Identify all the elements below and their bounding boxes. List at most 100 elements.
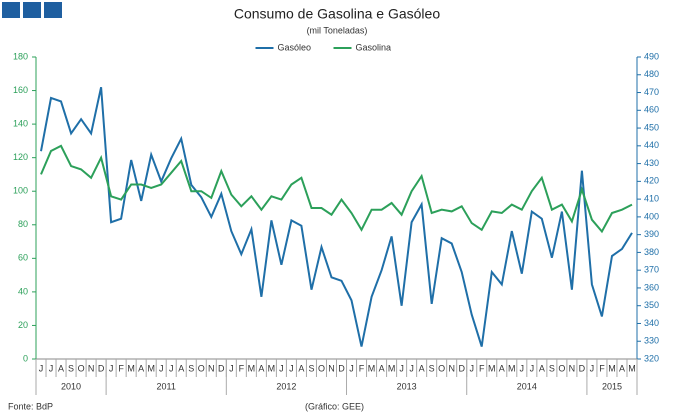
x-tick-label: J (590, 363, 595, 373)
y2-tick-label: 490 (644, 51, 659, 61)
x-tick-label: F (239, 363, 245, 373)
y2-tick-label: 390 (644, 229, 659, 239)
legend-label: Gasóleo (278, 42, 312, 52)
x-tick-label: S (188, 363, 194, 373)
y2-tick-label: 410 (644, 193, 659, 203)
y2-tick-label: 380 (644, 247, 659, 257)
x-tick-label: J (399, 363, 404, 373)
x-tick-label: O (78, 363, 85, 373)
legend-label: Gasolina (356, 42, 392, 52)
x-tick-label: A (379, 363, 385, 373)
x-tick-label: A (539, 363, 545, 373)
y2-tick-label: 420 (644, 176, 659, 186)
y2-tick-label: 450 (644, 122, 659, 132)
x-tick-label: D (579, 363, 586, 373)
year-label: 2010 (61, 381, 81, 391)
x-tick-label: S (429, 363, 435, 373)
x-tick-label: A (138, 363, 144, 373)
year-label: 2013 (397, 381, 417, 391)
x-tick-label: N (88, 363, 95, 373)
x-tick-label: F (479, 363, 485, 373)
x-tick-label: J (349, 363, 354, 373)
y-tick-label: 180 (13, 51, 28, 61)
chart-subtitle: (mil Toneladas) (307, 25, 368, 35)
x-tick-label: A (58, 363, 64, 373)
x-tick-label: J (279, 363, 284, 373)
y2-tick-label: 460 (644, 105, 659, 115)
x-tick-label: J (159, 363, 164, 373)
x-tick-label: S (68, 363, 74, 373)
y-tick-label: 100 (13, 186, 28, 196)
y2-tick-label: 470 (644, 87, 659, 97)
logo-block (44, 2, 62, 18)
x-tick-label: D (218, 363, 225, 373)
y-tick-label: 160 (13, 85, 28, 95)
x-tick-label: D (458, 363, 465, 373)
y2-tick-label: 350 (644, 300, 659, 310)
x-tick-label: J (289, 363, 294, 373)
x-tick-label: M (508, 363, 516, 373)
x-tick-label: J (229, 363, 234, 373)
x-tick-label: O (318, 363, 325, 373)
y-tick-label: 80 (18, 219, 28, 229)
x-tick-label: J (109, 363, 114, 373)
x-tick-label: N (448, 363, 455, 373)
y-tick-label: 0 (23, 353, 28, 363)
x-tick-label: A (619, 363, 625, 373)
logo-block (2, 2, 20, 18)
y2-tick-label: 330 (644, 336, 659, 346)
x-tick-label: M (388, 363, 396, 373)
x-tick-label: M (147, 363, 155, 373)
source: Fonte: BdP (8, 401, 53, 411)
x-tick-label: N (328, 363, 335, 373)
x-tick-label: A (419, 363, 425, 373)
x-tick-label: M (268, 363, 276, 373)
x-tick-label: N (208, 363, 215, 373)
x-tick-label: O (438, 363, 445, 373)
x-tick-label: D (338, 363, 345, 373)
y-tick-label: 20 (18, 320, 28, 330)
y-tick-label: 140 (13, 118, 28, 128)
y2-tick-label: 400 (644, 211, 659, 221)
y-tick-label: 120 (13, 152, 28, 162)
year-label: 2015 (602, 381, 622, 391)
x-tick-label: J (49, 363, 54, 373)
year-label: 2014 (517, 381, 537, 391)
x-tick-label: J (469, 363, 474, 373)
x-tick-label: J (39, 363, 44, 373)
x-tick-label: J (530, 363, 535, 373)
logo-block (23, 2, 41, 18)
year-label: 2012 (276, 381, 296, 391)
x-tick-label: S (549, 363, 555, 373)
chart-title: Consumo de Gasolina e Gasóleo (234, 6, 440, 22)
series-line (40, 144, 633, 234)
x-tick-label: J (520, 363, 525, 373)
x-tick-label: J (169, 363, 174, 373)
x-tick-label: F (118, 363, 124, 373)
series-line (40, 86, 633, 347)
y2-tick-label: 360 (644, 282, 659, 292)
x-tick-label: M (127, 363, 135, 373)
x-tick-label: A (499, 363, 505, 373)
x-tick-label: O (198, 363, 205, 373)
x-tick-label: N (569, 363, 576, 373)
x-tick-label: A (298, 363, 304, 373)
x-tick-label: F (599, 363, 605, 373)
x-tick-label: A (258, 363, 264, 373)
x-tick-label: M (248, 363, 256, 373)
x-tick-label: J (409, 363, 414, 373)
x-tick-label: D (98, 363, 105, 373)
y2-tick-label: 320 (644, 353, 659, 363)
x-tick-label: M (368, 363, 376, 373)
x-tick-label: O (558, 363, 565, 373)
x-tick-label: M (488, 363, 496, 373)
y2-tick-label: 340 (644, 318, 659, 328)
x-tick-label: M (608, 363, 616, 373)
y2-tick-label: 480 (644, 69, 659, 79)
y2-tick-label: 430 (644, 158, 659, 168)
x-tick-label: F (359, 363, 365, 373)
x-tick-label: M (628, 363, 636, 373)
year-label: 2011 (157, 381, 176, 391)
y-tick-label: 40 (18, 286, 28, 296)
